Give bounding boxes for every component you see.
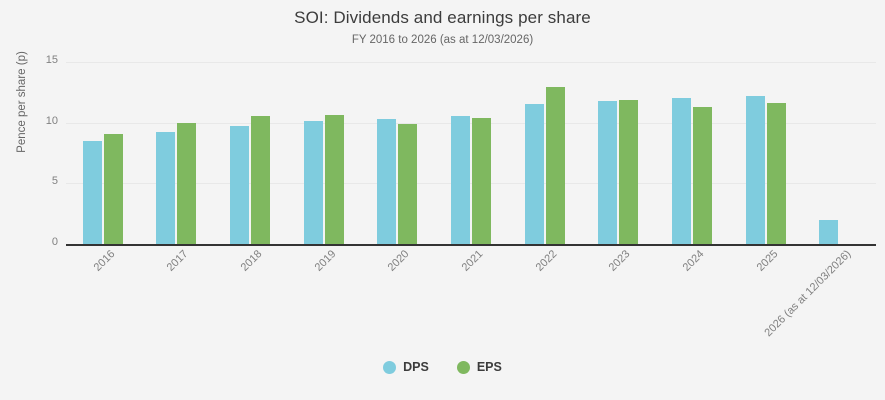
bars-layer xyxy=(66,62,876,244)
x-axis-line xyxy=(66,244,876,246)
bar-eps-3[interactable] xyxy=(324,114,344,244)
bar-dps-10[interactable] xyxy=(819,220,839,244)
bar-eps-4[interactable] xyxy=(398,123,418,244)
chart-title: SOI: Dividends and earnings per share xyxy=(294,8,591,27)
y-axis-ticks: 0 5 10 15 xyxy=(0,54,885,248)
bar-eps-6[interactable] xyxy=(545,86,565,244)
x-axis-tick-label: 2026 (as at 12/03/2026) xyxy=(762,248,854,340)
gridline xyxy=(66,122,876,124)
bar-dps-0[interactable] xyxy=(82,140,102,244)
legend-label: DPS xyxy=(403,360,429,374)
bar-dps-3[interactable] xyxy=(303,121,323,244)
bar-eps-0[interactable] xyxy=(103,134,123,244)
chart-subtitle: FY 2016 to 2026 (as at 12/03/2026) xyxy=(351,34,534,46)
y-axis-tick-label: 15 xyxy=(45,54,58,66)
bar-dps-2[interactable] xyxy=(230,126,250,244)
bar-dps-6[interactable] xyxy=(524,104,544,244)
y-axis-tick-label: 10 xyxy=(45,114,58,127)
x-axis-labels: 2016 2017 2018 2019 2020 2021 2022 2023 2024 2025… xyxy=(66,248,876,368)
x-axis-tick-label: 2024 xyxy=(680,248,707,274)
x-axis-tick-label: 2023 xyxy=(606,248,633,274)
y-axis-tick-label: 0 xyxy=(51,236,58,248)
x-axis-tick-label: 2020 xyxy=(386,248,412,274)
legend-swatch-circle-icon xyxy=(383,360,397,374)
x-axis-tick-label: 2018 xyxy=(238,248,265,274)
bar-dps-5[interactable] xyxy=(451,116,470,244)
gridline xyxy=(66,62,876,63)
gridline xyxy=(66,183,876,185)
bar-eps-7[interactable] xyxy=(619,100,639,244)
bar-dps-8[interactable] xyxy=(671,97,691,244)
x-axis-tick-label: 2021 xyxy=(459,248,486,274)
gridlines xyxy=(66,62,876,244)
bar-dps-9[interactable] xyxy=(745,95,765,244)
y-axis-tick-label: 5 xyxy=(51,175,58,188)
x-axis-tick-label: 2022 xyxy=(533,248,560,274)
chart-legend: DPS EPS xyxy=(0,360,885,374)
bar-eps-9[interactable] xyxy=(766,103,786,244)
bar-eps-5[interactable] xyxy=(472,117,491,244)
bar-eps-2[interactable] xyxy=(251,116,271,244)
bar-dps-1[interactable] xyxy=(156,131,176,244)
bar-dps-7[interactable] xyxy=(598,100,618,244)
bar-eps-8[interactable] xyxy=(692,106,712,244)
x-axis-tick-label: 2017 xyxy=(165,248,191,274)
legend-swatch-circle-icon xyxy=(456,360,470,374)
bar-dps-4[interactable] xyxy=(377,119,397,244)
bar-eps-1[interactable] xyxy=(177,123,197,244)
legend-label: EPS xyxy=(476,360,502,374)
x-axis-tick-label: 2025 xyxy=(754,248,781,274)
x-axis-tick-label: 2019 xyxy=(312,248,339,274)
legend-item-eps[interactable]: EPS xyxy=(456,360,502,374)
legend-item-dps[interactable]: DPS xyxy=(383,360,429,374)
